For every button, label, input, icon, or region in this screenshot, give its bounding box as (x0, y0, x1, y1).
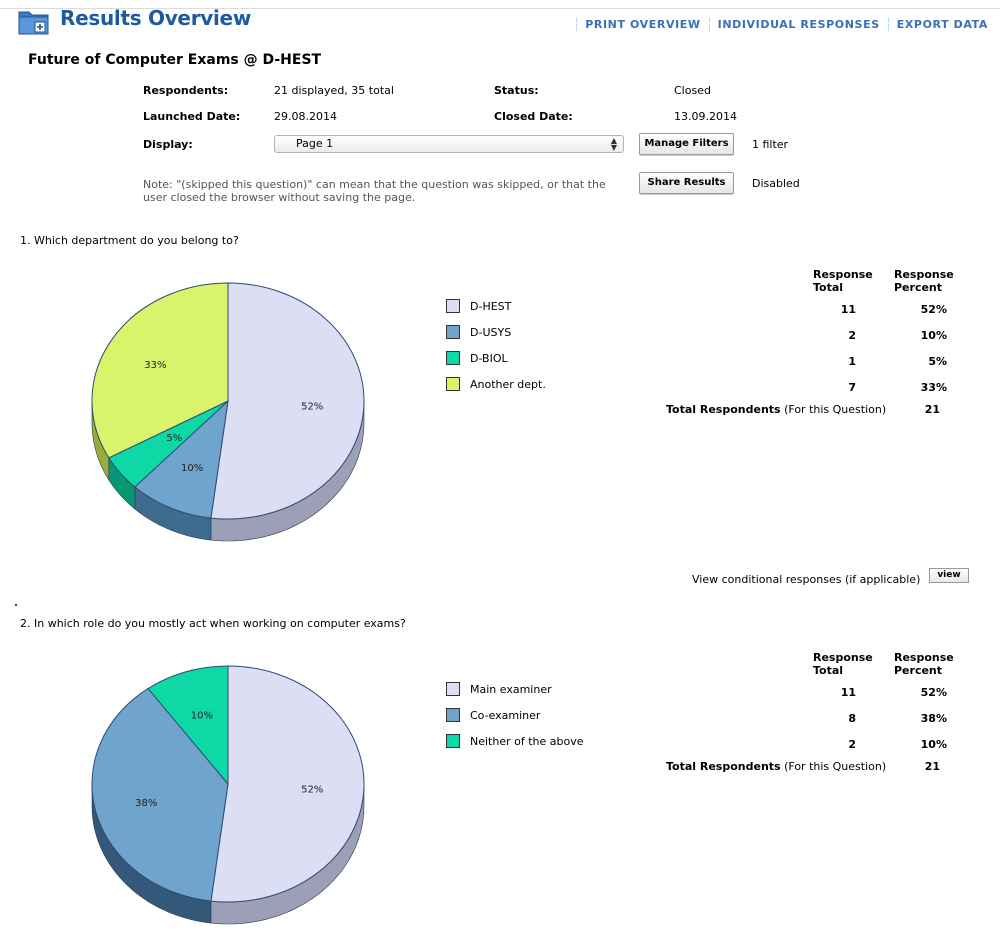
survey-title: Future of Computer Exams @ D-HEST (28, 52, 322, 68)
closed-date-label: Closed Date: (494, 110, 573, 123)
legend-label: D-HEST (470, 299, 512, 313)
nav-print-overview[interactable]: PRINT OVERVIEW (576, 18, 708, 31)
response-percent-cell: 10% (920, 329, 947, 342)
legend-label: Neither of the above (470, 734, 584, 748)
conditional-responses-text: View conditional responses (if applicabl… (692, 573, 921, 586)
question-1-pie-chart: 52% 10% 5% 33% (91, 282, 365, 542)
page-title: Results Overview (60, 6, 251, 30)
legend-label: D-USYS (470, 325, 512, 339)
legend-swatch (446, 734, 460, 748)
status-label: Status: (494, 84, 539, 97)
pie-slice-1 (134, 399, 229, 519)
legend-item: Main examiner (446, 682, 552, 696)
response-percent-cell: 5% (928, 355, 947, 368)
pie-percent-label: 10% (191, 710, 213, 721)
response-percent-header: Response Percent (894, 651, 954, 677)
for-question-text: (For this Question) (784, 760, 887, 773)
pie-slice-1 (91, 687, 229, 902)
response-total-cell: 11 (840, 686, 856, 699)
legend-label: Another dept. (470, 377, 546, 391)
manage-filters-button[interactable]: Manage Filters (639, 133, 734, 155)
total-respondents-label: Total Respondents (For this Question) (666, 760, 886, 773)
legend-label: D-BIOL (470, 351, 508, 365)
pie-slice-2 (147, 665, 229, 786)
top-nav: PRINT OVERVIEW INDIVIDUAL RESPONSES EXPO… (576, 18, 996, 31)
respondents-value: 21 displayed, 35 total (274, 84, 394, 97)
legend-swatch (446, 351, 460, 365)
pie-percent-label: 52% (301, 785, 323, 796)
legend-swatch (446, 682, 460, 696)
pie-percent-label: 33% (144, 360, 166, 371)
folder-icon (18, 11, 49, 35)
launched-date-label: Launched Date: (143, 110, 241, 123)
display-label: Display: (143, 138, 193, 151)
question-2-pie-chart: 52% 38% 10% (91, 665, 365, 925)
respondents-label: Respondents: (143, 84, 229, 97)
response-total-cell: 2 (848, 329, 856, 342)
response-percent-cell: 52% (920, 303, 947, 316)
top-divider (0, 8, 1000, 9)
share-results-button[interactable]: Share Results (639, 172, 734, 194)
display-selected-value: Page 1 (296, 137, 334, 150)
total-respondents-text: Total Respondents (666, 403, 781, 416)
pie-slice-3 (91, 282, 229, 459)
response-total-cell: 8 (848, 712, 856, 725)
pie-slice-0 (210, 282, 365, 520)
nav-individual-responses[interactable]: INDIVIDUAL RESPONSES (708, 18, 888, 31)
total-respondents-value: 21 (924, 403, 940, 416)
share-status: Disabled (752, 177, 800, 190)
response-percent-header: Response Percent (894, 268, 954, 294)
response-percent-cell: 52% (920, 686, 947, 699)
legend-item: Co-examiner (446, 708, 540, 722)
filter-count: 1 filter (752, 138, 789, 151)
response-percent-cell: 38% (920, 712, 947, 725)
legend-item: D-BIOL (446, 351, 508, 365)
legend-swatch (446, 325, 460, 339)
nav-export-data[interactable]: EXPORT DATA (887, 18, 996, 31)
total-respondents-value: 21 (924, 760, 940, 773)
total-respondents-text: Total Respondents (666, 760, 781, 773)
for-question-text: (For this Question) (784, 403, 887, 416)
legend-swatch (446, 299, 460, 313)
question-2-text: In which role do you mostly act when wor… (34, 617, 406, 630)
question-2: 2. In which role do you mostly act when … (20, 617, 406, 630)
legend-item: Neither of the above (446, 734, 584, 748)
launched-date-value: 29.08.2014 (274, 110, 337, 123)
response-percent-cell: 10% (920, 738, 947, 751)
pie-percent-label: 5% (166, 433, 182, 444)
question-1: 1. Which department do you belong to? (20, 234, 239, 247)
response-total-cell: 1 (848, 355, 856, 368)
response-total-header: Response Total (813, 268, 873, 294)
question-1-text: Which department do you belong to? (34, 234, 239, 247)
legend-swatch (446, 377, 460, 391)
skipped-note: Note: "(skipped this question)" can mean… (143, 178, 606, 204)
legend-label: Co-examiner (470, 708, 541, 722)
legend-item: D-USYS (446, 325, 511, 339)
response-total-cell: 11 (840, 303, 856, 316)
pie-percent-label: 38% (135, 798, 157, 809)
view-conditional-button[interactable]: view (929, 568, 969, 583)
select-arrows-icon: ▲ ▼ (610, 136, 617, 152)
closed-date-value: 13.09.2014 (674, 110, 737, 123)
response-total-header: Response Total (813, 651, 873, 677)
question-2-number: 2. (20, 617, 31, 630)
separator-dot (15, 604, 17, 606)
legend-swatch (446, 708, 460, 722)
total-respondents-label: Total Respondents (For this Question) (666, 403, 886, 416)
response-total-cell: 2 (848, 738, 856, 751)
pie-percent-label: 52% (301, 402, 323, 413)
response-total-cell: 7 (848, 381, 856, 394)
status-value: Closed (674, 84, 711, 97)
display-page-select[interactable]: Page 1 ▲ ▼ (274, 135, 624, 153)
question-1-number: 1. (20, 234, 31, 247)
pie-percent-label: 10% (181, 463, 203, 474)
response-percent-cell: 33% (920, 381, 947, 394)
legend-item: D-HEST (446, 299, 511, 313)
legend-label: Main examiner (470, 682, 552, 696)
pie-slice-0 (210, 665, 365, 903)
legend-item: Another dept. (446, 377, 546, 391)
